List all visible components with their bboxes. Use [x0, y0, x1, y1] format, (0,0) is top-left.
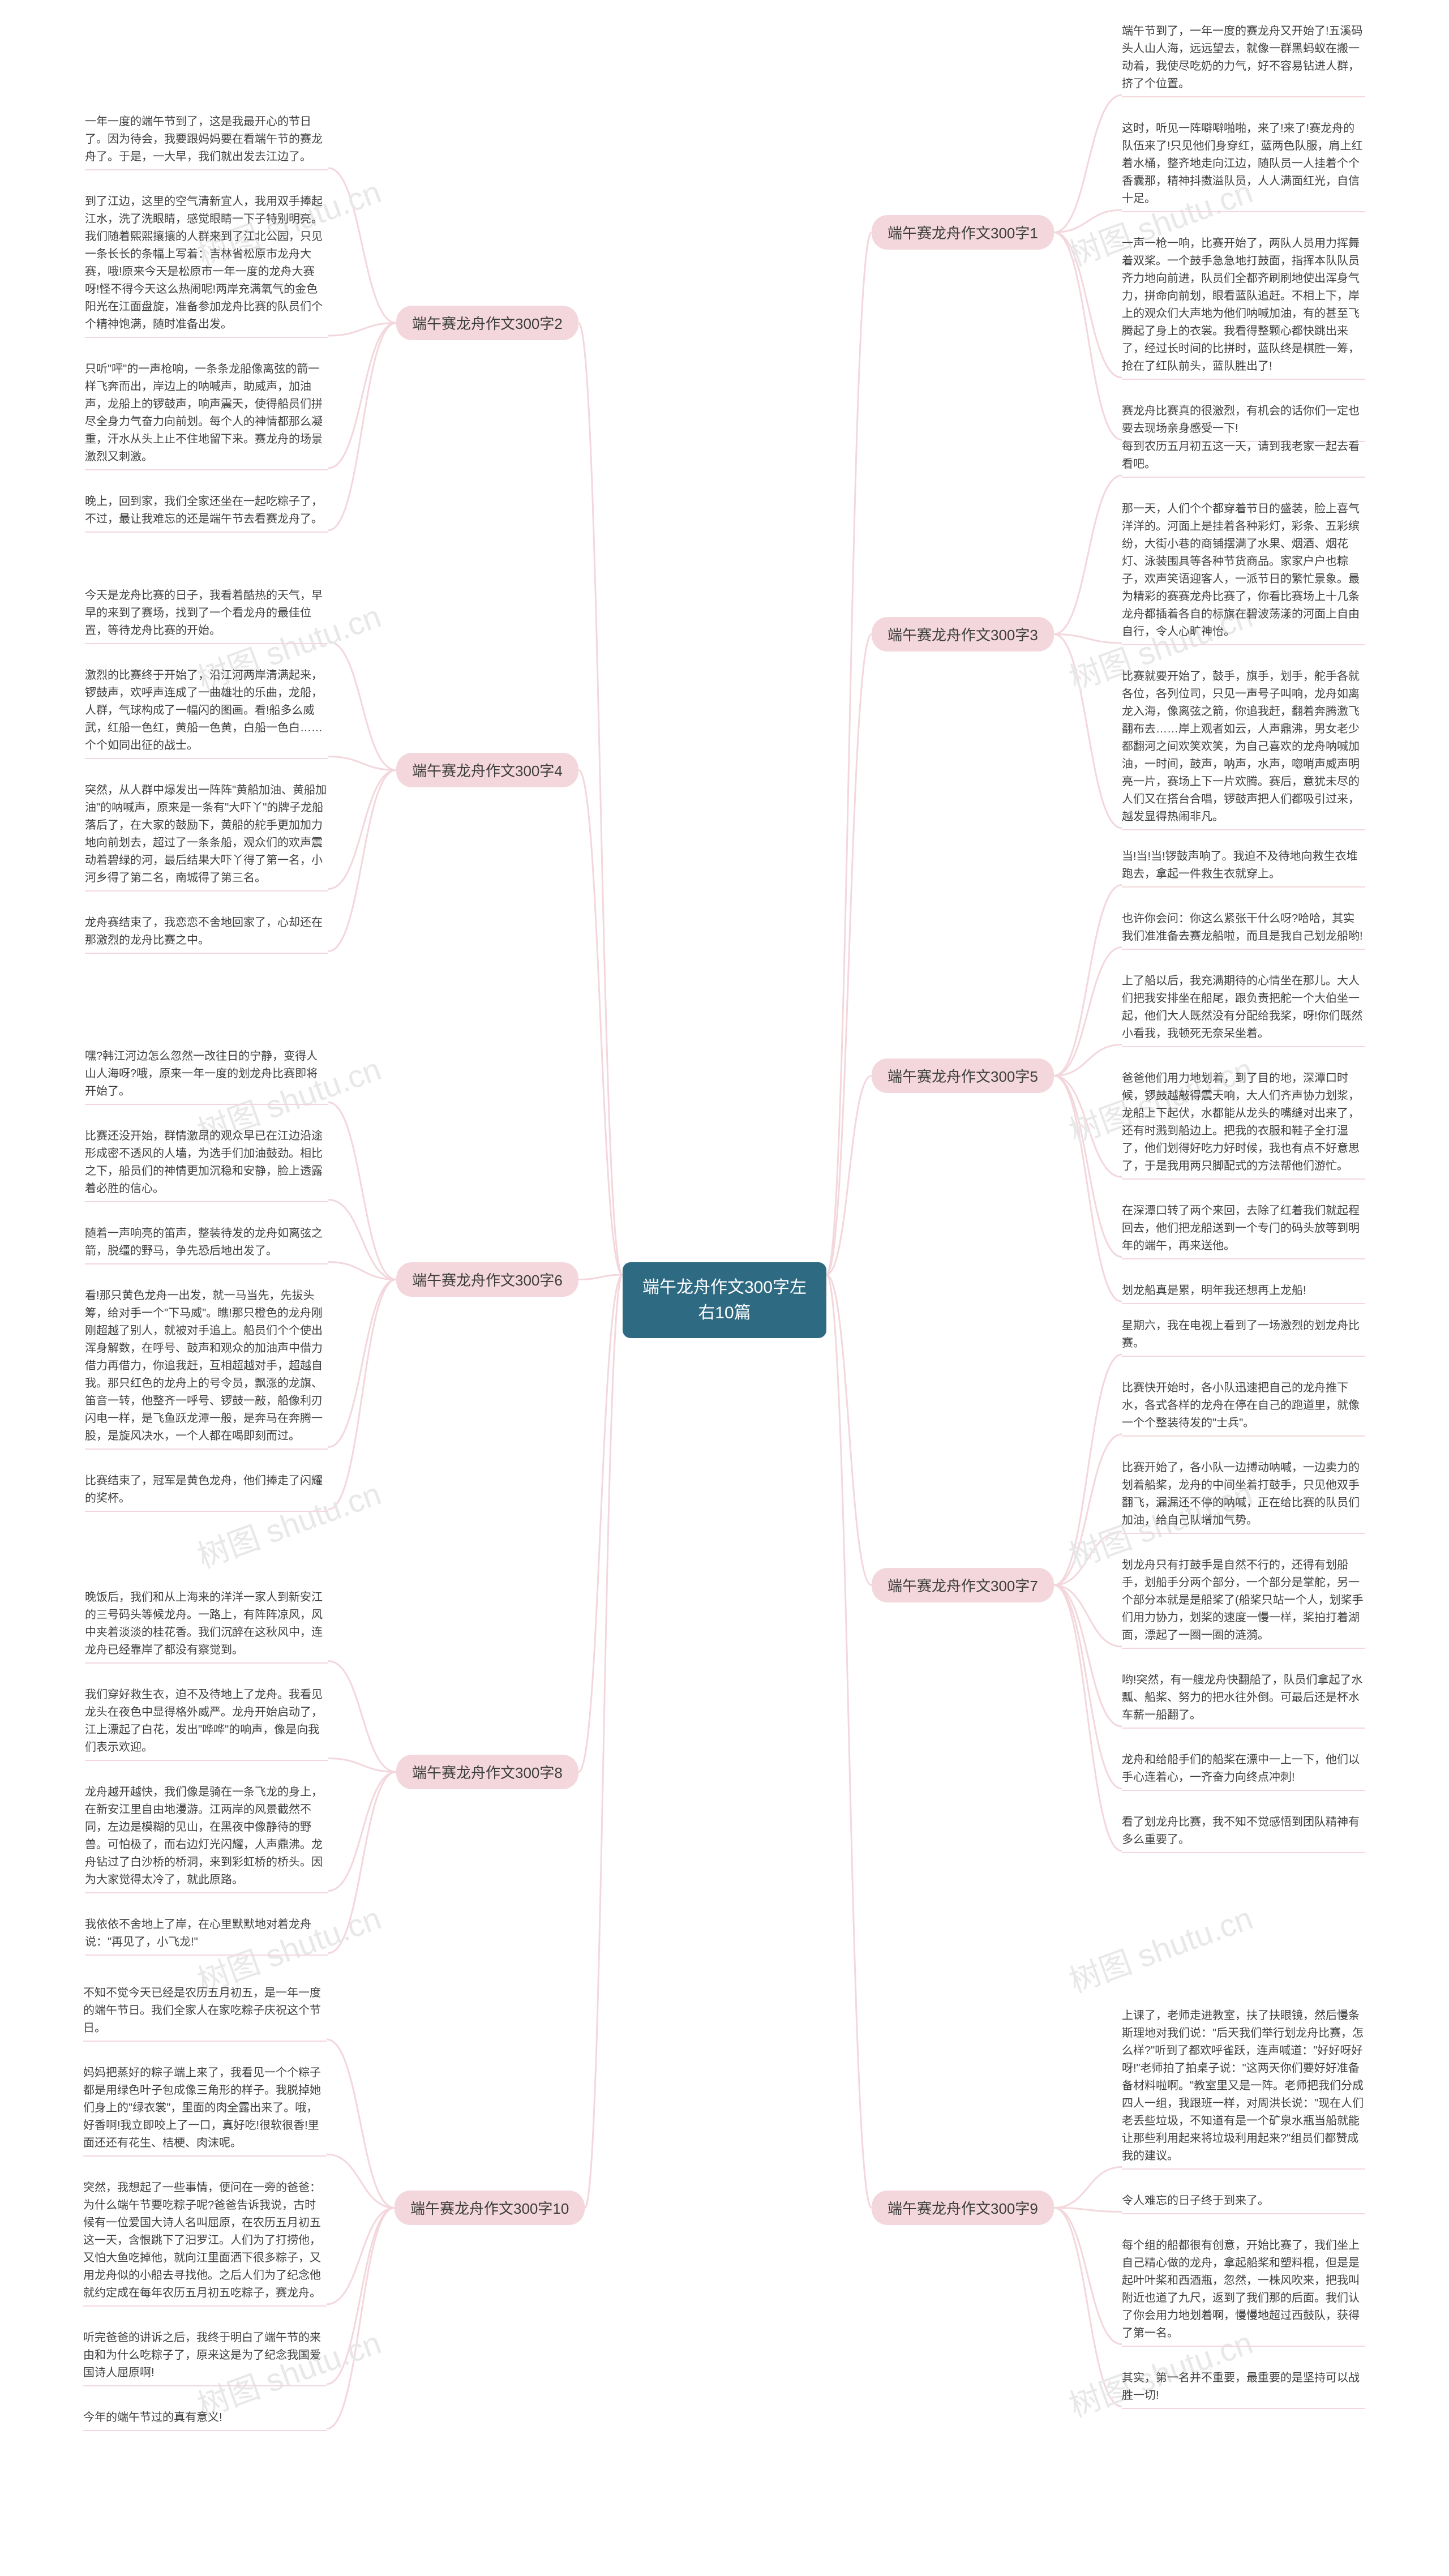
leaf-text: 上课了，老师走进教室，扶了扶眼镜，然后慢条斯理地对我们说："后天我们举行划龙舟比… [1122, 2007, 1365, 2170]
leaf-text: 当!当!当!锣鼓声响了。我迫不及待地向救生衣堆跑去，拿起一件救生衣就穿上。 [1122, 848, 1365, 888]
branch-node: 端午赛龙舟作文300字1 [872, 215, 1054, 250]
leaf-text: 比赛还没开始，群情激昂的观众早已在江边沿途形成密不透风的人墙，为选手们加油鼓劲。… [85, 1128, 328, 1202]
branch-node: 端午赛龙舟作文300字2 [396, 306, 578, 340]
branch-node: 端午赛龙舟作文300字10 [395, 2191, 585, 2225]
leaf-text: 每到农历五月初五这一天，请到我老家一起去看看吧。 [1122, 438, 1365, 478]
leaf-text: 突然，我想起了一些事情，便问在一旁的爸爸：为什么端午节要吃粽子呢?爸爸告诉我说，… [83, 2179, 327, 2307]
leaf-text: 我们穿好救生衣，迫不及待地上了龙舟。我看见龙头在夜色中显得格外威严。龙舟开始启动… [85, 1686, 328, 1761]
leaf-text: 晚上，回到家，我们全家还坐在一起吃粽子了，不过，最让我难忘的还是端午节去看赛龙舟… [85, 493, 328, 533]
leaf-text: 今年的端午节过的真有意义! [83, 2409, 327, 2431]
leaf-text: 比赛就要开始了，鼓手，旗手，划手，舵手各就各位，各列位司，只见一声号子叫响，龙舟… [1122, 668, 1365, 830]
branch-node: 端午赛龙舟作文300字5 [872, 1058, 1054, 1093]
leaf-text: 龙舟和给船手们的船桨在漂中一上一下，他们以手心连着心，一齐奋力向终点冲刺! [1122, 1751, 1365, 1791]
watermark: 树图 shutu.cn [1062, 1893, 1258, 2001]
leaf-text: 随着一声响亮的笛声，整装待发的龙舟如离弦之箭，脱缰的野马，争先恐后地出发了。 [85, 1225, 328, 1265]
leaf-text: 看了划龙舟比赛，我不知不觉感悟到团队精神有多么重要了。 [1122, 1814, 1365, 1853]
leaf-text: 只听"呯"的一声枪响，一条条龙船像离弦的箭一样飞奔而出，岸边上的呐喊声，助威声，… [85, 361, 328, 470]
leaf-text: 端午节到了，一年一度的赛龙舟又开始了!五溪码头人山人海，远远望去，就像一群黑蚂蚁… [1122, 23, 1365, 97]
leaf-text: 也许你会问：你这么紧张干什么呀?哈哈，其实我们准准备去赛龙船啦，而且是我自己划龙… [1122, 910, 1365, 950]
leaf-text: 突然，从人群中爆发出一阵阵"黄船加油、黄船加油"的呐喊声，原来是一条有"大吓丫"… [85, 782, 328, 891]
leaf-text: 听完爸爸的讲诉之后，我终于明白了端午节的来由和为什么吃粽子了，原来这是为了纪念我… [83, 2329, 327, 2386]
branch-node: 端午赛龙舟作文300字6 [396, 1262, 578, 1297]
branch-node: 端午赛龙舟作文300字8 [396, 1755, 578, 1789]
leaf-text: 上了船以后，我充满期待的心情坐在那儿。大人们把我安排坐在船尾，跟负责把舵一个大伯… [1122, 972, 1365, 1047]
leaf-text: 其实，第一名并不重要，最重要的是坚持可以战胜一切! [1122, 2369, 1365, 2409]
leaf-text: 一年一度的端午节到了，这是我最开心的节日了。因为待会，我要跟妈妈要在看端午节的赛… [85, 113, 328, 170]
leaf-text: 不知不觉今天已经是农历五月初五，是一年一度的端午节日。我们全家人在家吃粽子庆祝这… [83, 1984, 327, 2042]
leaf-text: 龙舟越开越快，我们像是骑在一条飞龙的身上，在新安江里自由地漫游。江两岸的风景截然… [85, 1784, 328, 1893]
leaf-text: 激烈的比赛终于开始了，沿江河两岸清满起来，锣鼓声，欢呼声连成了一曲雄壮的乐曲，龙… [85, 667, 328, 759]
leaf-text: 哟!突然，有一艘龙舟快翻船了，队员们拿起了水瓢、船桨、努力的把水往外倒。可最后还… [1122, 1671, 1365, 1729]
leaf-text: 爸爸他们用力地划着，到了目的地，深潭口时候，锣鼓越敲得震天响，大人们齐声协力划浆… [1122, 1070, 1365, 1180]
leaf-text: 划龙舟只有打鼓手是自然不行的，还得有划船手，划船手分两个部分，一个部分是掌舵，另… [1122, 1557, 1365, 1649]
leaf-text: 令人难忘的日子终于到来了。 [1122, 2192, 1365, 2214]
branch-node: 端午赛龙舟作文300字7 [872, 1568, 1054, 1602]
leaf-text: 比赛开始了，各小队一边搏动呐喊，一边卖力的划着船桨，龙舟的中间坐着打鼓手，只见他… [1122, 1459, 1365, 1534]
center-topic: 端午龙舟作文300字左右10篇 [623, 1262, 826, 1338]
leaf-text: 到了江边，这里的空气清新宜人，我用双手捧起江水，洗了洗眼睛，感觉眼睛一下子特别明… [85, 193, 328, 338]
leaf-text: 龙舟赛结束了，我恋恋不舍地回家了，心却还在那激烈的龙舟比赛之中。 [85, 914, 328, 954]
leaf-text: 星期六，我在电视上看到了一场激烈的划龙舟比赛。 [1122, 1317, 1365, 1357]
leaf-text: 看!那只黄色龙舟一出发，就一马当先，先拔头筹，给对手一个"下马威"。瞧!那只橙色… [85, 1287, 328, 1450]
leaf-text: 在深潭口转了两个来回，去除了红着我们就起程回去，他们把龙船送到一个专门的码头放等… [1122, 1202, 1365, 1259]
leaf-text: 比赛结束了，冠军是黄色龙舟，他们捧走了闪耀的奖杯。 [85, 1472, 328, 1512]
leaf-text: 这时，听见一阵噼噼啪啪，来了!来了!赛龙舟的队伍来了!只见他们身穿红，蓝两色队服… [1122, 120, 1365, 212]
leaf-text: 那一天，人们个个都穿着节日的盛装，脸上喜气洋洋的。河面上是挂着各种彩灯，彩条、五… [1122, 500, 1365, 645]
leaf-text: 晚饭后，我们和从上海来的洋洋一家人到新安江的三号码头等候龙舟。一路上，有阵阵凉风… [85, 1589, 328, 1664]
leaf-text: 嘿?韩江河边怎么忽然一改往日的宁静，变得人山人海呀?哦，原来一年一度的划龙舟比赛… [85, 1048, 328, 1105]
leaf-text: 我依依不舍地上了岸，在心里默默地对着龙舟说："再见了，小飞龙!" [85, 1916, 328, 1956]
branch-node: 端午赛龙舟作文300字3 [872, 617, 1054, 651]
leaf-text: 划龙船真是累，明年我还想再上龙船! [1122, 1282, 1365, 1304]
leaf-text: 妈妈把蒸好的粽子端上来了，我看见一个个粽子都是用绿色叶子包成像三角形的样子。我脱… [83, 2064, 327, 2157]
branch-node: 端午赛龙舟作文300字4 [396, 753, 578, 787]
branch-node: 端午赛龙舟作文300字9 [872, 2191, 1054, 2225]
leaf-text: 每个组的船都很有创意，开始比赛了，我们坐上自己精心做的龙舟，拿起船桨和塑料棍，但… [1122, 2237, 1365, 2347]
leaf-text: 一声一枪一响，比赛开始了，两队人员用力挥舞着双桨。一个鼓手急急地打鼓面，指挥本队… [1122, 235, 1365, 380]
leaf-text: 赛龙舟比赛真的很激烈，有机会的话你们一定也要去现场亲身感受一下! [1122, 402, 1365, 442]
leaf-text: 今天是龙舟比赛的日子，我看着酷热的天气，早早的来到了赛场，找到了一个看龙舟的最佳… [85, 587, 328, 644]
leaf-text: 比赛快开始时，各小队迅速把自己的龙舟推下水，各式各样的龙舟在停在自己的跑道里，就… [1122, 1379, 1365, 1437]
